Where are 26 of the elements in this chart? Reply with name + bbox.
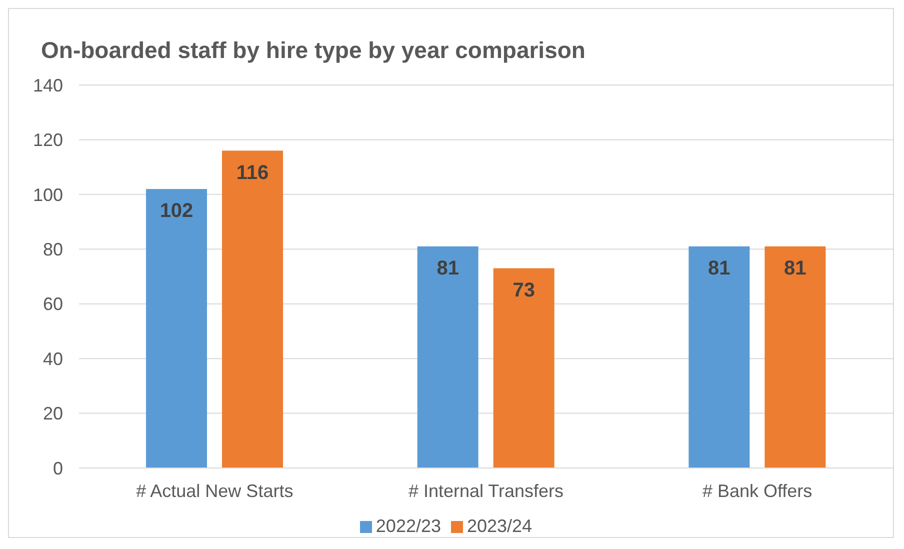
y-tick-label: 20 bbox=[42, 404, 63, 424]
y-tick-label: 40 bbox=[42, 348, 63, 369]
y-tick-label: 120 bbox=[32, 130, 63, 150]
data-label: 81 bbox=[784, 258, 806, 280]
y-tick-label: 80 bbox=[42, 240, 63, 260]
bar bbox=[764, 246, 826, 468]
legend-label: 2023/24 bbox=[467, 516, 532, 536]
x-tick-label: # Bank Offers bbox=[702, 480, 812, 501]
legend-label: 2022/23 bbox=[376, 516, 441, 536]
x-tick-label: # Internal Transfers bbox=[408, 480, 564, 501]
data-label: 73 bbox=[512, 279, 535, 302]
y-tick-label: 0 bbox=[52, 458, 63, 478]
bar bbox=[493, 268, 554, 468]
bar bbox=[417, 246, 478, 468]
data-label: 102 bbox=[160, 200, 194, 222]
data-label: 81 bbox=[436, 258, 459, 280]
bar bbox=[222, 150, 283, 468]
y-tick-label: 140 bbox=[32, 75, 63, 96]
data-label: 116 bbox=[236, 162, 269, 184]
y-tick-label: 60 bbox=[42, 294, 63, 314]
bar bbox=[688, 246, 750, 468]
data-label: 81 bbox=[708, 258, 730, 280]
x-tick-label: # Actual New Starts bbox=[136, 480, 294, 501]
y-tick-label: 100 bbox=[32, 184, 63, 205]
chart-title: On-boarded staff by hire type by year comparison bbox=[40, 36, 586, 65]
bar bbox=[146, 188, 207, 468]
